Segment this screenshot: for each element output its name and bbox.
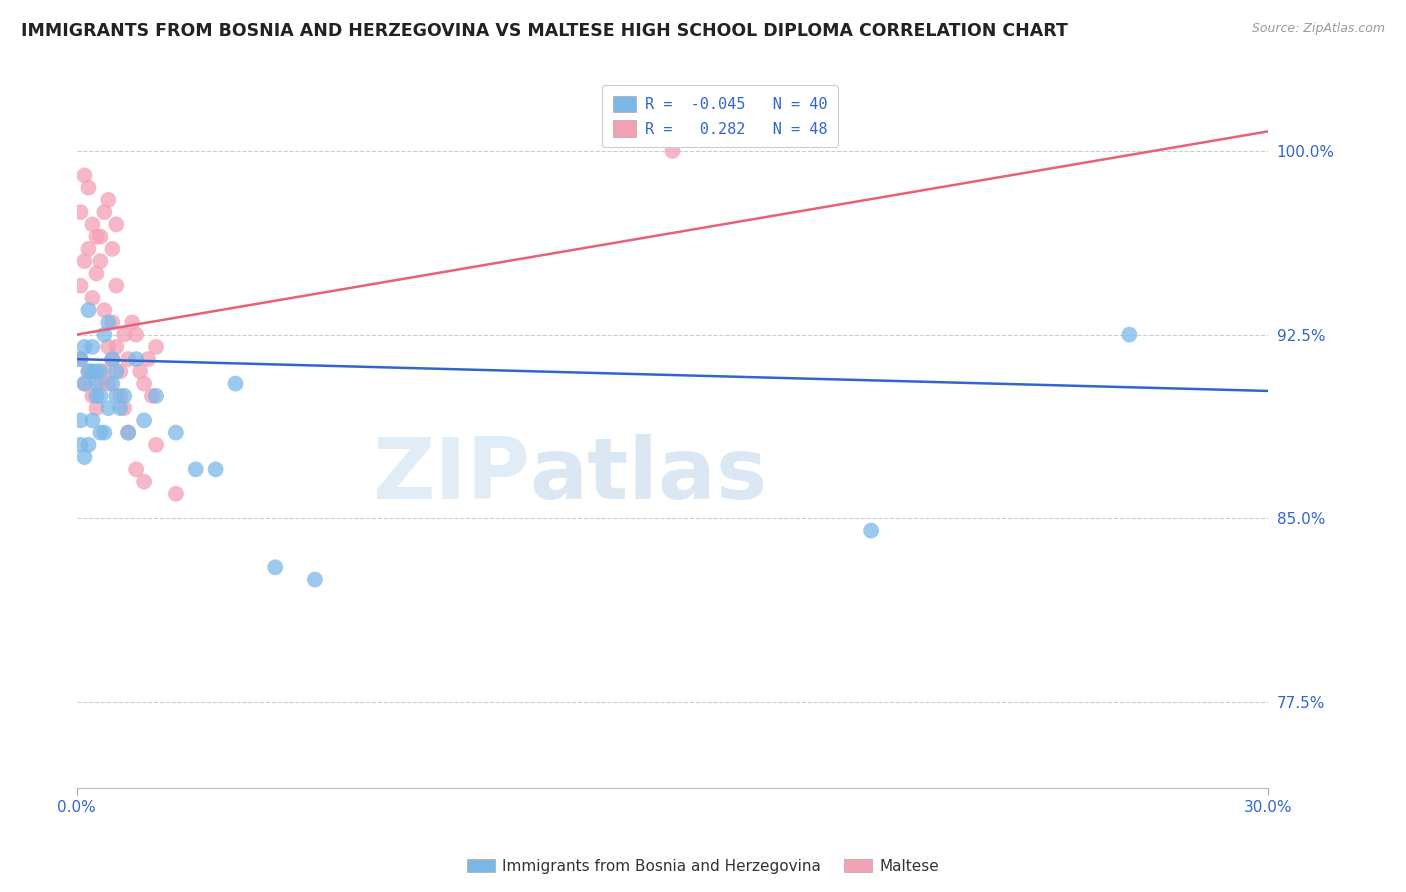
Point <box>129 364 152 378</box>
Point <box>82 413 104 427</box>
Point <box>69 352 91 367</box>
Point <box>304 573 326 587</box>
Point <box>93 425 115 440</box>
Point <box>86 389 108 403</box>
Point <box>165 487 187 501</box>
Point <box>125 462 148 476</box>
Point <box>97 315 120 329</box>
Point <box>93 205 115 219</box>
Point <box>1118 327 1140 342</box>
Point <box>69 278 91 293</box>
Point <box>860 524 883 538</box>
Point <box>110 389 132 403</box>
Point <box>69 438 91 452</box>
Point <box>117 352 139 367</box>
Point <box>89 389 111 403</box>
Point <box>110 364 132 378</box>
Point <box>110 401 132 416</box>
Text: ZIP: ZIP <box>371 434 530 516</box>
Point <box>132 475 155 489</box>
Point <box>105 278 128 293</box>
Point <box>89 376 111 391</box>
Point <box>82 364 104 378</box>
Point <box>82 291 104 305</box>
Point <box>73 376 96 391</box>
Point <box>73 169 96 183</box>
Point <box>145 340 167 354</box>
Point <box>89 425 111 440</box>
Point <box>661 144 683 158</box>
Point <box>73 340 96 354</box>
Point <box>97 376 120 391</box>
Point <box>264 560 287 574</box>
Point <box>82 389 104 403</box>
Point <box>86 364 108 378</box>
Legend: Immigrants from Bosnia and Herzegovina, Maltese: Immigrants from Bosnia and Herzegovina, … <box>461 853 945 880</box>
Point <box>136 352 159 367</box>
Point <box>77 438 100 452</box>
Point <box>117 425 139 440</box>
Point <box>101 352 124 367</box>
Point <box>101 376 124 391</box>
Point <box>97 401 120 416</box>
Point <box>77 242 100 256</box>
Point <box>93 303 115 318</box>
Point <box>86 266 108 280</box>
Point <box>97 193 120 207</box>
Point <box>82 340 104 354</box>
Point <box>86 401 108 416</box>
Point <box>73 450 96 464</box>
Point <box>89 364 111 378</box>
Point <box>86 229 108 244</box>
Point <box>121 315 143 329</box>
Point <box>86 376 108 391</box>
Point <box>132 376 155 391</box>
Point <box>69 352 91 367</box>
Point <box>93 364 115 378</box>
Point <box>105 364 128 378</box>
Point <box>77 303 100 318</box>
Point <box>145 438 167 452</box>
Point <box>77 364 100 378</box>
Point <box>125 327 148 342</box>
Legend: R =  -0.045   N = 40, R =   0.282   N = 48: R = -0.045 N = 40, R = 0.282 N = 48 <box>602 85 838 147</box>
Point <box>93 327 115 342</box>
Point <box>224 376 246 391</box>
Point <box>101 242 124 256</box>
Text: IMMIGRANTS FROM BOSNIA AND HERZEGOVINA VS MALTESE HIGH SCHOOL DIPLOMA CORRELATIO: IMMIGRANTS FROM BOSNIA AND HERZEGOVINA V… <box>21 22 1069 40</box>
Point <box>101 352 124 367</box>
Point <box>82 218 104 232</box>
Point <box>73 376 96 391</box>
Point <box>132 413 155 427</box>
Point <box>117 425 139 440</box>
Point <box>112 327 135 342</box>
Point <box>165 425 187 440</box>
Point <box>97 340 120 354</box>
Point <box>125 352 148 367</box>
Point <box>204 462 226 476</box>
Point <box>101 315 124 329</box>
Point <box>89 229 111 244</box>
Point <box>145 389 167 403</box>
Point <box>69 413 91 427</box>
Text: atlas: atlas <box>530 434 768 516</box>
Point <box>77 180 100 194</box>
Point <box>69 205 91 219</box>
Point <box>112 401 135 416</box>
Point <box>77 364 100 378</box>
Text: Source: ZipAtlas.com: Source: ZipAtlas.com <box>1251 22 1385 36</box>
Point <box>105 340 128 354</box>
Point <box>105 218 128 232</box>
Point <box>73 254 96 268</box>
Point <box>105 389 128 403</box>
Point <box>112 389 135 403</box>
Point <box>141 389 163 403</box>
Point <box>89 254 111 268</box>
Point <box>184 462 207 476</box>
